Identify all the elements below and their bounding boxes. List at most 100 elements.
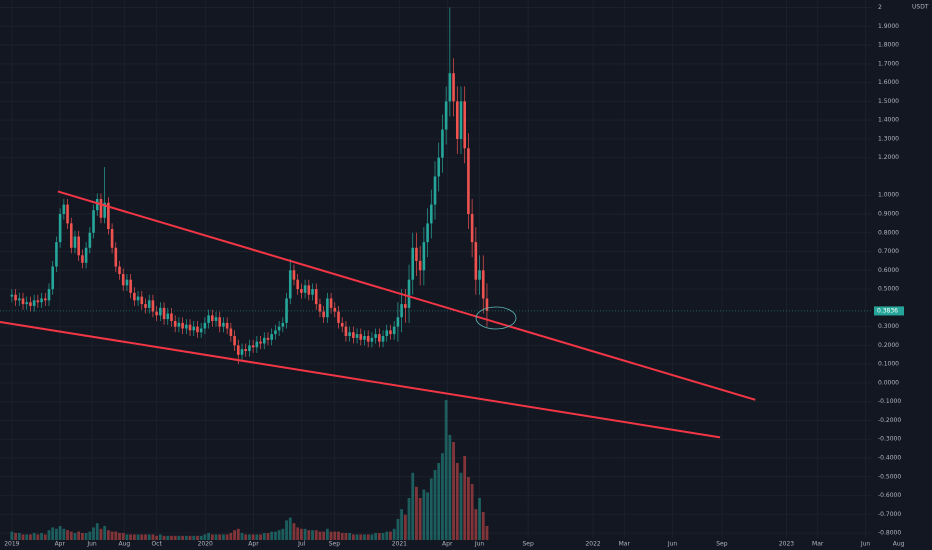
candle-body	[478, 270, 481, 280]
volume-bar	[69, 531, 73, 540]
candle-body	[199, 328, 203, 333]
volume-bar	[340, 533, 344, 540]
volume-bar	[407, 498, 411, 540]
x-tick-label: Mar	[812, 541, 824, 548]
candle-body	[103, 202, 106, 218]
x-tick-label: Apr	[248, 541, 259, 548]
candle-body	[99, 198, 103, 218]
candle-body	[18, 298, 21, 301]
candle-body	[14, 294, 17, 301]
candle-body	[333, 307, 337, 312]
volume-bar	[177, 535, 181, 540]
volume-bar	[236, 528, 240, 540]
volume-bar	[441, 453, 444, 540]
volume-bar	[103, 526, 107, 540]
candle-body	[318, 304, 322, 312]
volume-bar	[214, 534, 218, 540]
candle-body	[240, 349, 244, 355]
candle-body	[374, 334, 377, 338]
candle-body	[36, 300, 40, 303]
volume-bar	[21, 534, 25, 540]
candle-body	[207, 315, 210, 323]
volume-bar	[99, 528, 103, 540]
candle-body	[214, 317, 218, 321]
last-price-tag	[874, 306, 904, 316]
x-tick-label: Jul	[297, 541, 306, 548]
candle-body	[392, 326, 396, 335]
volume-bar	[110, 531, 114, 540]
volume-bar	[392, 528, 396, 540]
volume-bar	[262, 533, 266, 540]
volume-bar	[411, 472, 415, 540]
candle-body	[69, 223, 73, 248]
candle-body	[185, 324, 188, 329]
y-tick-label: 1.3000	[878, 135, 899, 142]
volume-bar	[337, 531, 340, 540]
volume-bar	[136, 534, 140, 540]
candle-body	[43, 298, 47, 301]
candle-body	[407, 279, 411, 308]
volume-bar	[470, 484, 474, 540]
volume-bar	[218, 534, 222, 540]
candle-body	[244, 349, 248, 352]
volume-pane	[10, 400, 489, 540]
y-tick-label: 1.8000	[878, 42, 899, 49]
candle-body	[136, 296, 140, 301]
candle-body	[236, 345, 240, 355]
candle-body	[404, 304, 407, 308]
candle-body	[140, 296, 144, 305]
volume-bar	[95, 523, 99, 540]
candle-body	[288, 270, 292, 299]
volume-bar	[162, 535, 166, 540]
y-tick-label: 1.7000	[878, 60, 899, 67]
volume-bar	[374, 533, 378, 540]
candle-body	[337, 311, 340, 323]
volume-bar	[129, 534, 133, 540]
volume-bar	[40, 533, 43, 540]
trendlines	[0, 190, 756, 439]
volume-bar	[481, 512, 485, 540]
volume-bar	[322, 531, 326, 540]
y-tick-label: 0.0000	[878, 379, 899, 386]
candle-body	[170, 313, 173, 321]
candle-body	[55, 242, 58, 267]
y-tick-label: -0.8000	[878, 530, 901, 537]
volume-bar	[433, 470, 437, 540]
volume-bar	[84, 533, 88, 540]
volume-bar	[370, 534, 374, 540]
volume-bar	[210, 534, 214, 540]
candle-body	[285, 298, 288, 323]
volume-bar	[244, 534, 248, 540]
x-tick-label: Jun	[86, 541, 97, 548]
candle-body	[385, 330, 389, 337]
candle-body	[147, 300, 151, 308]
candle-body	[114, 247, 118, 267]
volume-bar	[270, 531, 274, 540]
volume-bar	[222, 534, 225, 540]
volume-bar	[329, 531, 333, 540]
candle-body	[162, 307, 166, 320]
volume-bar	[285, 520, 288, 540]
volume-bar	[29, 534, 32, 540]
volume-bar	[55, 528, 58, 540]
candle-body	[229, 328, 233, 337]
y-tick-label: 0.7000	[878, 248, 899, 255]
volume-bar	[17, 533, 21, 540]
candle-body	[433, 176, 437, 205]
x-tick-label: Mar	[619, 541, 631, 548]
candle-body	[270, 334, 273, 340]
x-tick-label: Sep	[329, 541, 341, 548]
volume-bar	[92, 527, 95, 540]
candle-body	[159, 307, 162, 316]
y-tick-label: 0.6000	[878, 267, 899, 274]
candle-body	[467, 148, 470, 214]
candle-body	[344, 326, 348, 337]
axis-labels: -0.8000 -0.7000 -0.6000 -0.5000 -0.4000 -0.30…	[4, 4, 904, 547]
y-tick-label: -0.7000	[878, 511, 901, 518]
candle-body	[81, 255, 84, 263]
y-tick-label: -0.1000	[878, 398, 901, 405]
candle-body	[218, 317, 222, 327]
volume-bar	[14, 533, 17, 540]
candle-body	[370, 337, 374, 342]
